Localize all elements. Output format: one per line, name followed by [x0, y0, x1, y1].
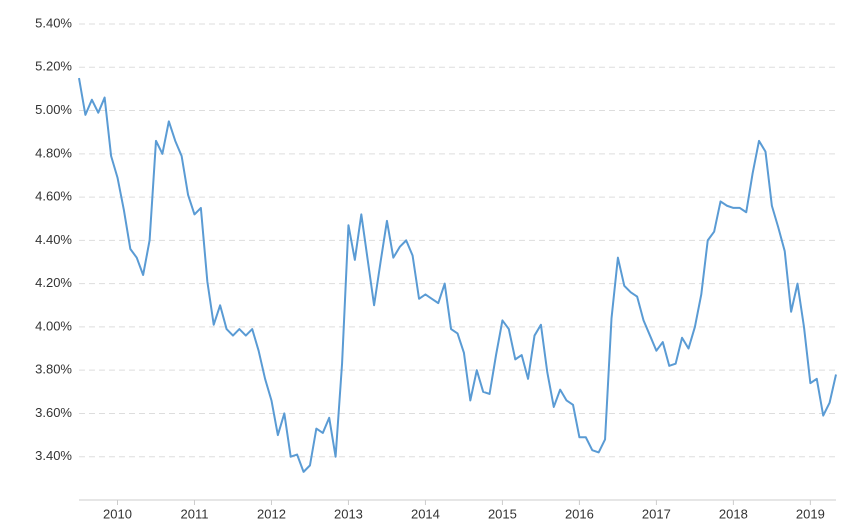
series-line [78, 77, 837, 473]
y-tick-label: 4.80% [35, 145, 72, 160]
y-tick-label: 4.20% [35, 275, 72, 290]
y-tick-label: 3.40% [35, 448, 72, 463]
x-tick-label: 2013 [334, 506, 363, 521]
y-tick-label: 4.40% [35, 232, 72, 247]
y-tick-label: 5.40% [35, 15, 72, 30]
y-tick-label: 4.60% [35, 189, 72, 204]
x-tick-label: 2019 [796, 506, 825, 521]
x-tick-label: 2014 [411, 506, 440, 521]
x-tick-label: 2018 [719, 506, 748, 521]
x-tick-label: 2012 [257, 506, 286, 521]
x-tick-label: 2016 [565, 506, 594, 521]
x-tick-label: 2015 [488, 506, 517, 521]
y-tick-label: 3.80% [35, 362, 72, 377]
y-tick-label: 5.00% [35, 102, 72, 117]
y-tick-label: 4.00% [35, 318, 72, 333]
y-tick-label: 5.20% [35, 59, 72, 74]
x-tick-label: 2010 [103, 506, 132, 521]
x-tick-label: 2011 [180, 506, 208, 521]
y-tick-label: 3.60% [35, 405, 72, 420]
x-tick-label: 2017 [642, 506, 671, 521]
